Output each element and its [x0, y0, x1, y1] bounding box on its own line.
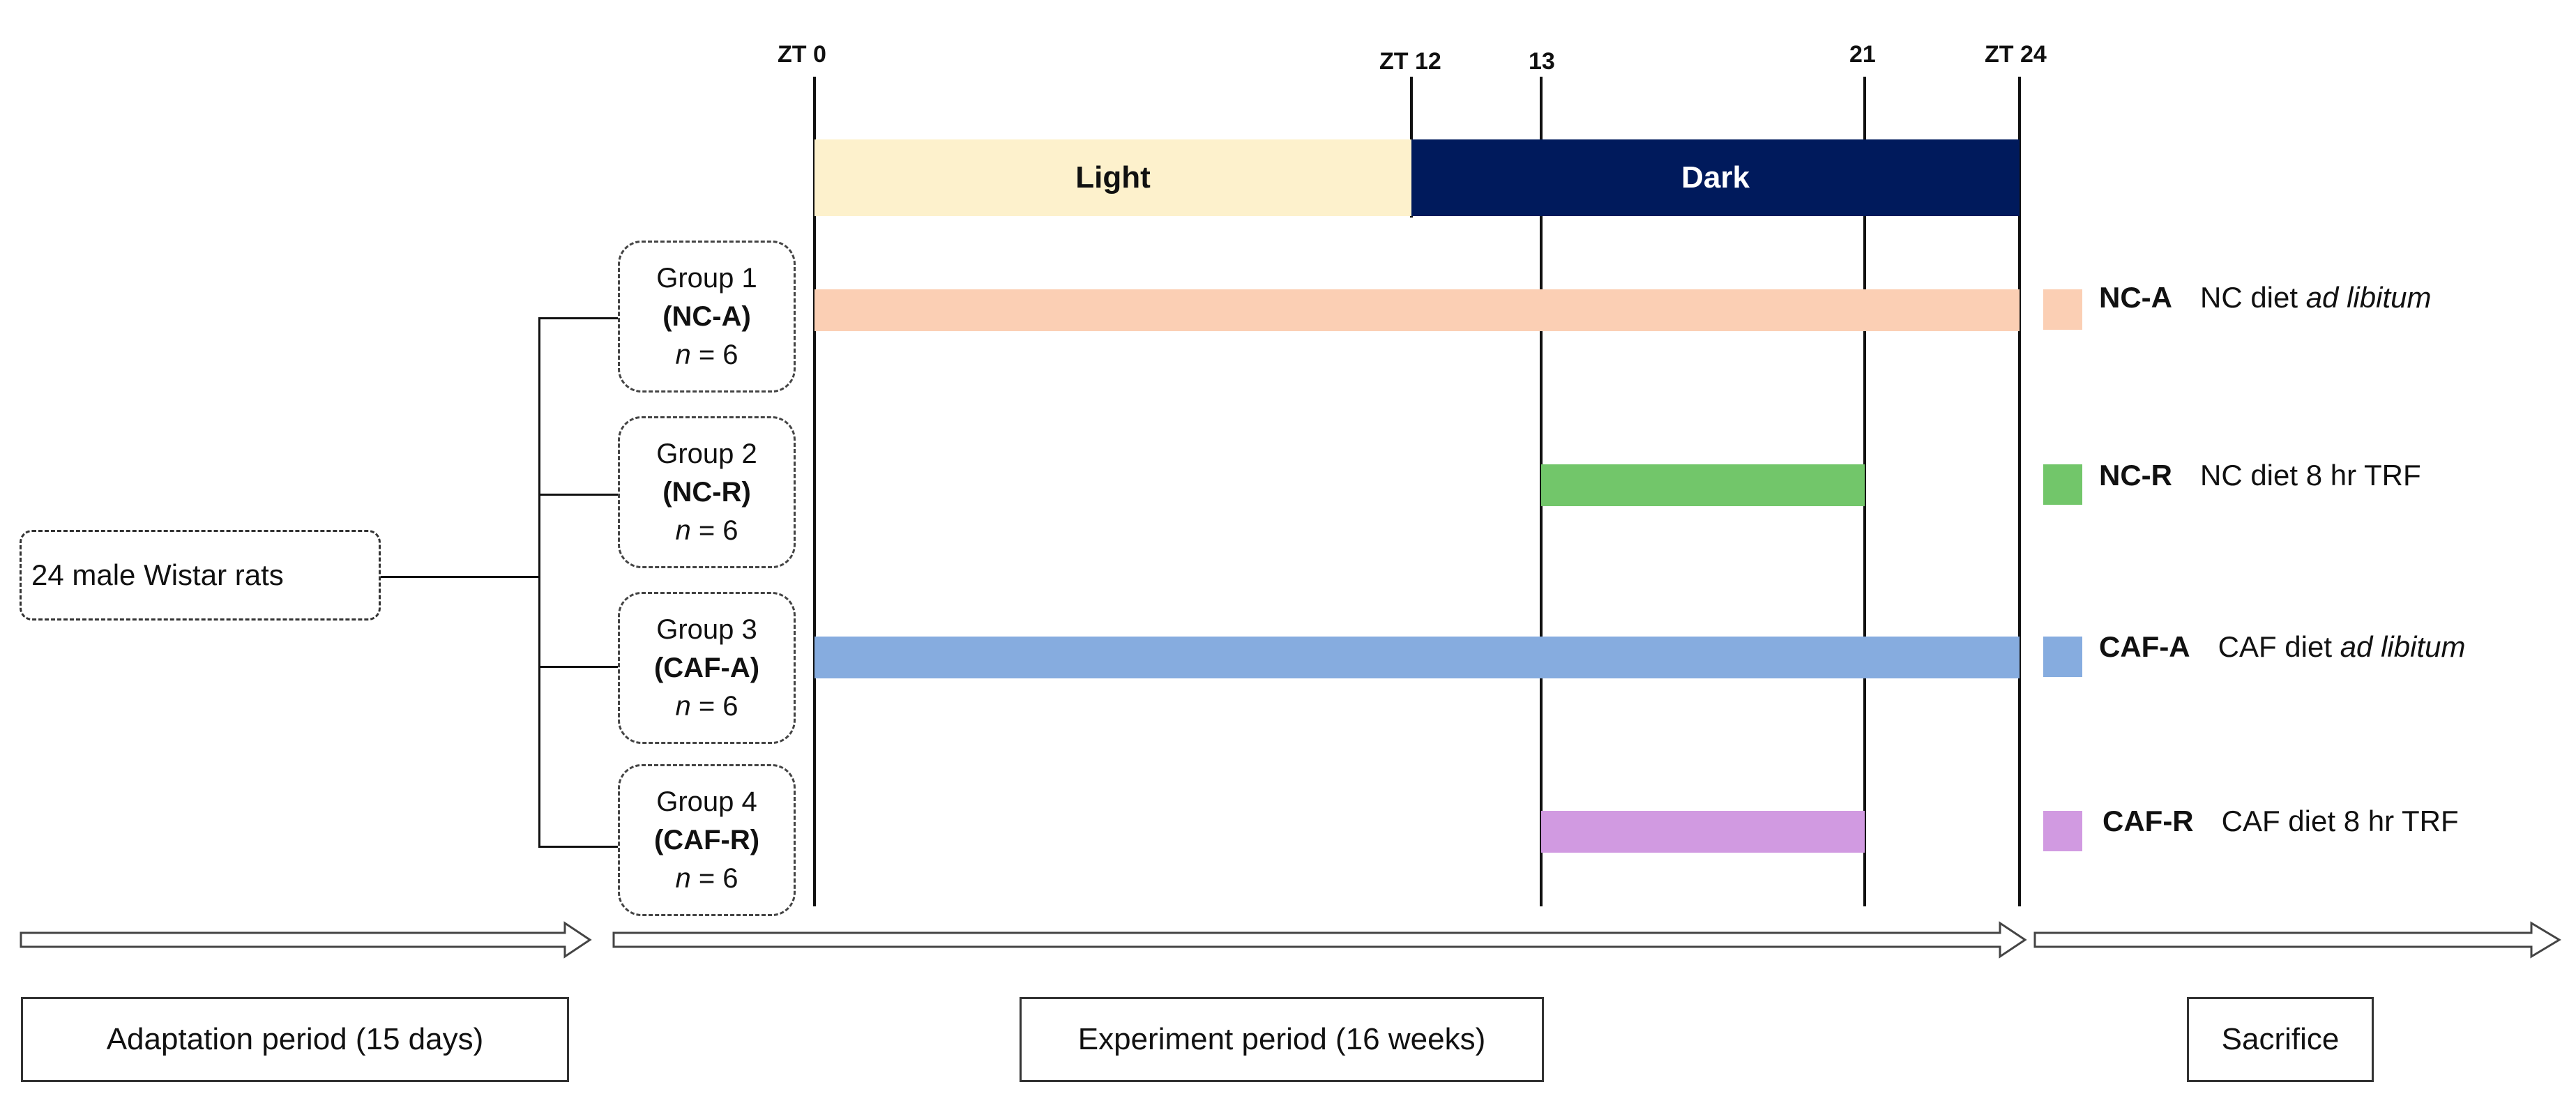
legend-text: CAF diet — [2218, 630, 2340, 663]
sacrifice-box: Sacrifice — [2187, 997, 2374, 1082]
legend-item-caf-r: CAF-R CAF diet 8 hr TRF — [2103, 804, 2459, 839]
group-n: n = 6 — [675, 512, 738, 550]
n-value: = 6 — [698, 862, 738, 894]
sacrifice-label: Sacrifice — [2221, 1022, 2340, 1056]
hour-21-label: 21 — [1849, 41, 1876, 68]
adaptation-arrow — [20, 921, 592, 959]
group-2-box: Group 2 (NC-R) n = 6 — [618, 416, 796, 568]
group-3-box: Group 3 (CAF-A) n = 6 — [618, 592, 796, 744]
hour-13-label: 13 — [1529, 48, 1555, 75]
source-box: 24 male Wistar rats — [20, 530, 381, 621]
experiment-arrow — [612, 921, 2027, 959]
dark-phase-bar: Dark — [1411, 139, 2020, 216]
group-code: (NC-A) — [662, 300, 751, 332]
adaptation-period-label: Adaptation period (15 days) — [106, 1022, 484, 1056]
legend-code: CAF-A — [2099, 630, 2190, 663]
group-title: Group 3 — [656, 614, 757, 645]
n-value: = 6 — [698, 690, 738, 722]
legend-italic: ad libitum — [2340, 630, 2466, 663]
group-title: Group 1 — [656, 262, 757, 294]
n-value: = 6 — [698, 339, 738, 370]
group-n: n = 6 — [675, 860, 738, 898]
group-code: (CAF-R) — [653, 824, 760, 855]
zt0-line — [813, 77, 816, 906]
group-n: n = 6 — [675, 687, 738, 726]
branch-group-3 — [538, 666, 619, 668]
experiment-period-label: Experiment period (16 weeks) — [1077, 1022, 1486, 1056]
n-symbol: n — [675, 862, 691, 894]
adaptation-period-box: Adaptation period (15 days) — [21, 997, 569, 1082]
legend-italic: ad libitum — [2305, 281, 2432, 314]
group-1-box: Group 1 (NC-A) n = 6 — [618, 241, 796, 393]
source-label: 24 male Wistar rats — [31, 558, 284, 591]
zt24-line — [2018, 77, 2021, 906]
phase-arrows — [20, 921, 2561, 959]
group-n: n = 6 — [675, 336, 738, 374]
branch-group-1 — [538, 317, 619, 319]
light-label: Light — [1075, 160, 1151, 195]
light-phase-bar: Light — [815, 139, 1411, 216]
tree-trunk — [538, 317, 540, 847]
feeding-bar-nc-a — [815, 289, 2020, 331]
legend-code: NC-A — [2099, 281, 2172, 314]
zt0-label: ZT 0 — [778, 41, 826, 68]
sacrifice-arrow — [2033, 921, 2561, 959]
group-4-box: Group 4 (CAF-R) n = 6 — [618, 764, 796, 916]
n-symbol: n — [675, 515, 691, 546]
feeding-bar-nc-r — [1541, 464, 1865, 506]
legend-item-nc-a: NC-A NC diet ad libitum — [2099, 280, 2431, 315]
n-value: = 6 — [698, 515, 738, 546]
legend-code: CAF-R — [2103, 805, 2194, 837]
legend-swatch-nc-r — [2043, 464, 2082, 505]
hour-21-line — [1863, 77, 1866, 906]
legend-text: CAF diet 8 hr TRF — [2221, 805, 2459, 837]
dark-label: Dark — [1681, 160, 1750, 195]
zt12-label: ZT 12 — [1379, 48, 1441, 75]
legend-swatch-caf-r — [2043, 811, 2082, 851]
n-symbol: n — [675, 339, 691, 370]
source-connector — [381, 576, 540, 578]
feeding-bar-caf-r — [1541, 811, 1865, 853]
legend-item-nc-r: NC-R NC diet 8 hr TRF — [2099, 458, 2421, 493]
group-title: Group 2 — [656, 438, 757, 469]
group-title: Group 4 — [656, 786, 757, 817]
group-code: (NC-R) — [662, 476, 751, 508]
feeding-bar-caf-a — [815, 637, 2020, 678]
zt24-label: ZT 24 — [1985, 41, 2047, 68]
legend-swatch-nc-a — [2043, 289, 2082, 330]
legend-item-caf-a: CAF-A CAF diet ad libitum — [2099, 630, 2465, 664]
legend-code: NC-R — [2099, 459, 2172, 492]
group-code: (CAF-A) — [653, 652, 760, 683]
legend-text: NC diet 8 hr TRF — [2199, 459, 2421, 492]
legend-swatch-caf-a — [2043, 637, 2082, 677]
branch-group-2 — [538, 494, 619, 496]
experiment-period-box: Experiment period (16 weeks) — [1020, 997, 1544, 1082]
legend-text: NC diet — [2199, 281, 2306, 314]
n-symbol: n — [675, 690, 691, 722]
branch-group-4 — [538, 846, 619, 848]
